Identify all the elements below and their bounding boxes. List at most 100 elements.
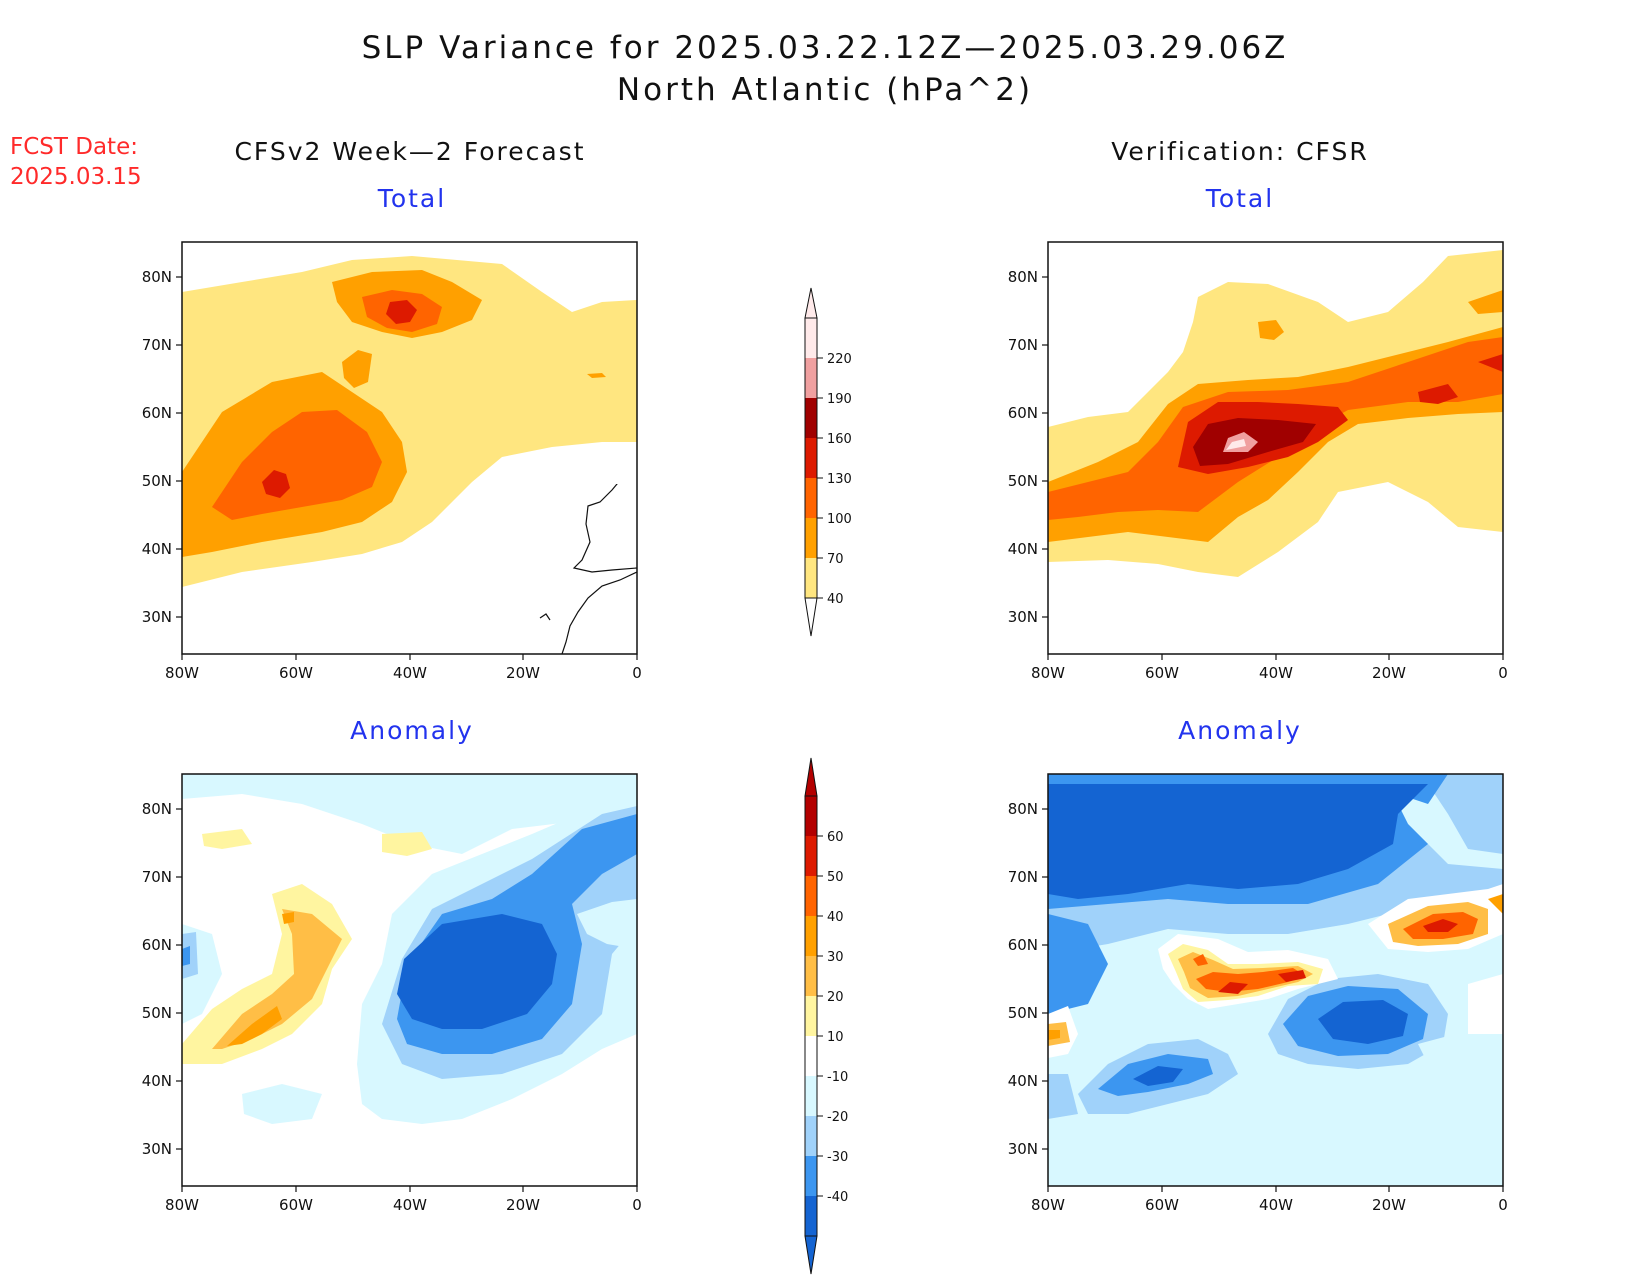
lon-tick-label: 0 bbox=[1498, 1196, 1508, 1214]
lon-tick-label: 60W bbox=[1145, 1196, 1179, 1214]
colorbar-swatch bbox=[805, 398, 817, 438]
lat-tick-label: 70N bbox=[142, 336, 172, 354]
lat-tick-label: 40N bbox=[142, 1072, 172, 1090]
colorbar-swatch bbox=[805, 558, 817, 598]
colorbar-level-label: 70 bbox=[827, 552, 844, 567]
anomaly-colorbar: 60 50 40 30 20 10 -10 -20 -30 -40 bbox=[804, 757, 848, 1275]
lon-tick-label: 0 bbox=[1498, 664, 1508, 682]
lat-tick-label: 40N bbox=[142, 540, 172, 558]
lon-tick-label: 40W bbox=[393, 1196, 427, 1214]
colorbar-level-label: 60 bbox=[827, 830, 844, 845]
lon-tick-label: 80W bbox=[165, 664, 199, 682]
lon-tick-label: 80W bbox=[1031, 1196, 1065, 1214]
forecast-anomaly-title: Anomaly bbox=[350, 716, 474, 745]
lon-tick-label: 20W bbox=[506, 664, 540, 682]
colorbar-swatch bbox=[805, 1156, 817, 1196]
colorbar-swatch bbox=[805, 836, 817, 876]
colorbar-swatch bbox=[805, 796, 817, 836]
colorbar-swatch bbox=[805, 1116, 817, 1156]
lat-tick-label: 60N bbox=[1008, 936, 1038, 954]
lon-tick-label: 20W bbox=[506, 1196, 540, 1214]
colorbar-swatch bbox=[805, 518, 817, 558]
forecast-total-title: Total bbox=[377, 184, 447, 213]
lat-tick-label: 30N bbox=[142, 1140, 172, 1158]
lat-tick-label: 70N bbox=[1008, 336, 1038, 354]
verification-anomaly-title: Anomaly bbox=[1178, 716, 1302, 745]
lon-tick-label: 80W bbox=[165, 1196, 199, 1214]
lon-tick-label: 80W bbox=[1031, 664, 1065, 682]
lat-tick-label: 60N bbox=[142, 936, 172, 954]
colorbar-level-label: -20 bbox=[827, 1110, 848, 1125]
lat-tick-label: 30N bbox=[142, 608, 172, 626]
colorbar-swatch bbox=[805, 438, 817, 478]
lat-tick-label: 80N bbox=[1008, 268, 1038, 286]
lon-tick-label: 40W bbox=[393, 664, 427, 682]
lat-tick-label: 50N bbox=[142, 472, 172, 490]
main-title-line1: SLP Variance for 2025.03.22.12Z—2025.03.… bbox=[361, 30, 1289, 66]
total-colorbar: 220 190 160 130 100 70 40 bbox=[804, 287, 852, 637]
colorbar-swatch bbox=[805, 876, 817, 916]
lon-tick-label: 40W bbox=[1259, 1196, 1293, 1214]
colorbar-level-label: 190 bbox=[827, 392, 852, 407]
colorbar-level-label: 40 bbox=[827, 592, 844, 607]
lat-tick-label: 80N bbox=[142, 268, 172, 286]
colorbar-level-label: 100 bbox=[827, 512, 852, 527]
colorbar-level-label: 50 bbox=[827, 870, 844, 885]
colorbar-top-arrow bbox=[804, 757, 818, 797]
fcst-date-label: FCST Date: bbox=[10, 134, 138, 160]
colorbar-swatch bbox=[805, 1196, 817, 1236]
lat-tick-label: 30N bbox=[1008, 1140, 1038, 1158]
lon-tick-label: 0 bbox=[632, 1196, 642, 1214]
colorbar-level-label: 10 bbox=[827, 1030, 844, 1045]
lat-tick-label: 50N bbox=[1008, 1004, 1038, 1022]
forecast-total-map bbox=[181, 241, 638, 655]
lat-tick-label: 60N bbox=[142, 404, 172, 422]
forecast-anomaly-map bbox=[181, 773, 638, 1187]
verification-column-heading: Verification: CFSR bbox=[1111, 137, 1369, 166]
colorbar-swatch bbox=[805, 358, 817, 398]
colorbar-top-arrow bbox=[804, 287, 818, 319]
lat-tick-label: 80N bbox=[1008, 800, 1038, 818]
colorbar-level-label: 130 bbox=[827, 472, 852, 487]
lat-tick-label: 80N bbox=[142, 800, 172, 818]
colorbar-level-label: -10 bbox=[827, 1070, 848, 1085]
colorbar-level-label: 30 bbox=[827, 950, 844, 965]
verification-anomaly-map bbox=[1047, 773, 1504, 1187]
lon-tick-label: 60W bbox=[279, 664, 313, 682]
fcst-date-value: 2025.03.15 bbox=[10, 164, 142, 190]
verification-total-title: Total bbox=[1205, 184, 1275, 213]
lat-tick-label: 60N bbox=[1008, 404, 1038, 422]
lat-tick-label: 40N bbox=[1008, 1072, 1038, 1090]
colorbar-swatch bbox=[805, 318, 817, 358]
colorbar-level-label: -30 bbox=[827, 1150, 848, 1165]
colorbar-bottom-arrow bbox=[804, 1235, 818, 1275]
map-axes: 80N 70N 60N 50N 40N 30N 80W 60W 40W 20W 0 80N 70N 60N… bbox=[142, 268, 1508, 1214]
colorbar-bottom-arrow bbox=[804, 597, 818, 637]
colorbar-level-label: 160 bbox=[827, 432, 852, 447]
colorbar-swatch bbox=[805, 996, 817, 1036]
lon-tick-label: 60W bbox=[279, 1196, 313, 1214]
lat-tick-label: 30N bbox=[1008, 608, 1038, 626]
lon-tick-label: 40W bbox=[1259, 664, 1293, 682]
verification-total-map bbox=[1047, 241, 1504, 655]
lon-tick-label: 60W bbox=[1145, 664, 1179, 682]
colorbar-swatch bbox=[805, 478, 817, 518]
lat-tick-label: 70N bbox=[142, 868, 172, 886]
colorbar-level-label: 220 bbox=[827, 352, 852, 367]
lat-tick-label: 40N bbox=[1008, 540, 1038, 558]
colorbar-level-label: 40 bbox=[827, 910, 844, 925]
colorbar-swatch bbox=[805, 956, 817, 996]
colorbar-level-label: 20 bbox=[827, 990, 844, 1005]
lat-tick-label: 70N bbox=[1008, 868, 1038, 886]
lat-tick-label: 50N bbox=[1008, 472, 1038, 490]
main-title-line2: North Atlantic (hPa^2) bbox=[616, 72, 1034, 108]
lon-tick-label: 20W bbox=[1372, 1196, 1406, 1214]
forecast-column-heading: CFSv2 Week—2 Forecast bbox=[234, 137, 586, 166]
lon-tick-label: 0 bbox=[632, 664, 642, 682]
lat-tick-label: 50N bbox=[142, 1004, 172, 1022]
lon-tick-label: 20W bbox=[1372, 664, 1406, 682]
colorbar-swatch bbox=[805, 1076, 817, 1116]
colorbar-swatch bbox=[805, 1036, 817, 1076]
colorbar-level-label: -40 bbox=[827, 1190, 848, 1205]
